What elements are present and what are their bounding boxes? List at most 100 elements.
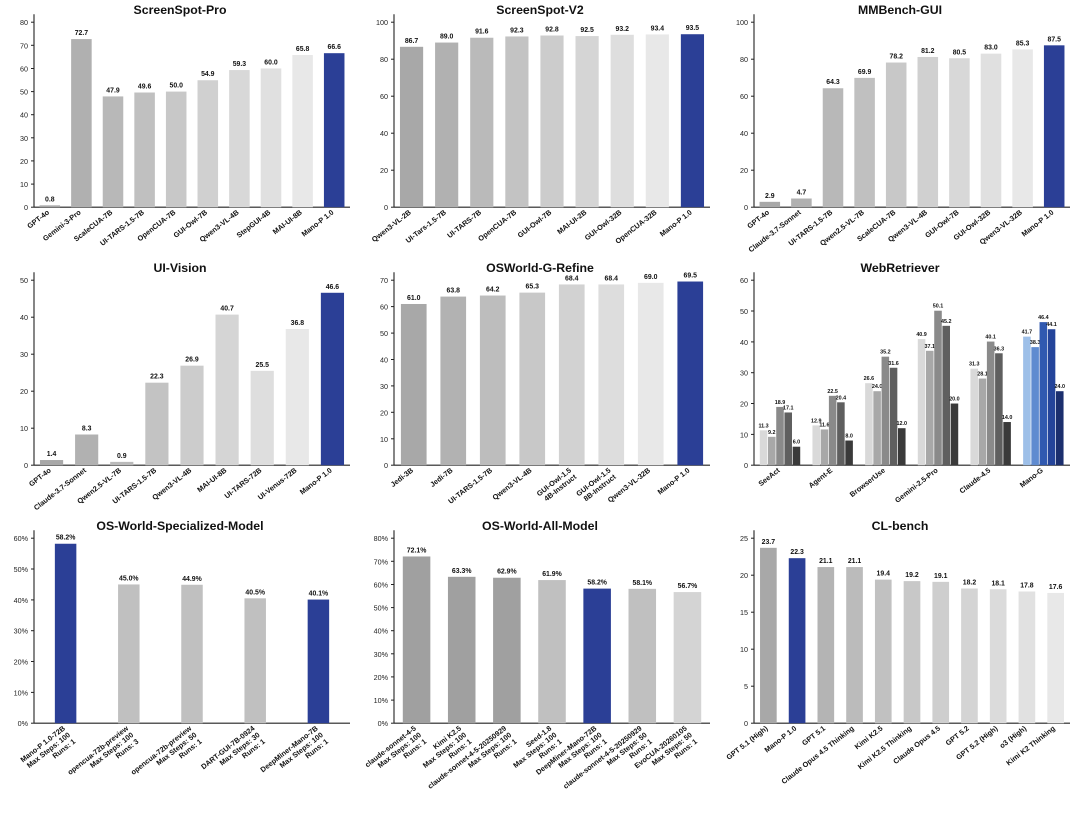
svg-text:40: 40 xyxy=(20,111,28,120)
svg-text:ScreenSpot-V2: ScreenSpot-V2 xyxy=(496,3,584,17)
svg-text:68.4: 68.4 xyxy=(605,275,619,282)
svg-text:17.8: 17.8 xyxy=(1020,583,1034,590)
svg-text:24.0: 24.0 xyxy=(1055,384,1066,390)
svg-text:68.4: 68.4 xyxy=(565,275,579,282)
svg-text:10%: 10% xyxy=(374,696,389,705)
svg-text:100: 100 xyxy=(736,18,748,27)
svg-text:22.3: 22.3 xyxy=(790,549,804,556)
svg-text:40: 40 xyxy=(380,129,388,138)
svg-text:40.1%: 40.1% xyxy=(309,591,329,598)
svg-text:50.1: 50.1 xyxy=(933,304,944,310)
svg-text:11.6: 11.6 xyxy=(819,422,829,428)
svg-text:18.2: 18.2 xyxy=(963,580,977,587)
svg-text:80: 80 xyxy=(20,18,28,27)
svg-text:20: 20 xyxy=(740,571,748,580)
svg-text:30%: 30% xyxy=(14,627,29,636)
svg-text:92.3: 92.3 xyxy=(510,27,524,34)
svg-text:36.8: 36.8 xyxy=(291,320,305,327)
svg-text:8.0: 8.0 xyxy=(845,434,853,440)
svg-text:58.1%: 58.1% xyxy=(633,580,653,587)
svg-text:65.8: 65.8 xyxy=(296,46,310,53)
svg-text:26.9: 26.9 xyxy=(185,357,199,364)
svg-text:62.9%: 62.9% xyxy=(497,569,517,576)
svg-text:9.2: 9.2 xyxy=(768,430,776,436)
svg-text:50: 50 xyxy=(20,88,28,97)
svg-text:72.1%: 72.1% xyxy=(407,548,427,555)
svg-text:80%: 80% xyxy=(374,534,389,543)
svg-text:20: 20 xyxy=(740,166,748,175)
svg-text:11.3: 11.3 xyxy=(758,423,768,429)
svg-text:19.2: 19.2 xyxy=(905,572,919,579)
svg-text:40: 40 xyxy=(380,356,388,365)
svg-text:0: 0 xyxy=(24,461,28,470)
svg-text:70: 70 xyxy=(380,276,388,285)
svg-text:35.2: 35.2 xyxy=(880,350,891,356)
svg-text:66.6: 66.6 xyxy=(327,44,341,51)
svg-text:70: 70 xyxy=(20,41,28,50)
svg-text:45.2: 45.2 xyxy=(941,319,952,325)
svg-text:UI-Vision: UI-Vision xyxy=(153,261,206,275)
svg-text:63.3%: 63.3% xyxy=(452,568,472,575)
svg-text:30: 30 xyxy=(20,134,28,143)
svg-text:93.5: 93.5 xyxy=(686,25,700,32)
svg-text:40.7: 40.7 xyxy=(220,306,234,313)
svg-text:30: 30 xyxy=(740,369,748,378)
svg-text:8.3: 8.3 xyxy=(82,426,92,433)
svg-text:85.3: 85.3 xyxy=(1016,40,1030,47)
svg-text:81.2: 81.2 xyxy=(921,48,935,55)
svg-text:23.7: 23.7 xyxy=(762,539,776,546)
svg-text:19.1: 19.1 xyxy=(934,573,948,580)
svg-text:20%: 20% xyxy=(374,673,389,682)
svg-text:20: 20 xyxy=(740,400,748,409)
svg-text:20: 20 xyxy=(20,387,28,396)
svg-text:93.2: 93.2 xyxy=(616,26,630,33)
svg-text:69.5: 69.5 xyxy=(684,273,698,280)
svg-text:5: 5 xyxy=(744,682,748,691)
svg-text:80.5: 80.5 xyxy=(953,49,967,56)
svg-text:78.2: 78.2 xyxy=(889,54,903,61)
svg-text:72.7: 72.7 xyxy=(75,30,89,37)
svg-text:OS-World-Specialized-Model: OS-World-Specialized-Model xyxy=(96,519,263,533)
svg-text:10: 10 xyxy=(740,430,748,439)
svg-text:40.5%: 40.5% xyxy=(245,589,265,596)
svg-text:60: 60 xyxy=(380,303,388,312)
svg-text:60: 60 xyxy=(20,65,28,74)
svg-text:50: 50 xyxy=(20,276,28,285)
svg-text:56.7%: 56.7% xyxy=(678,583,698,590)
svg-text:65.3: 65.3 xyxy=(526,284,540,291)
svg-text:37.1: 37.1 xyxy=(925,344,936,350)
svg-text:60: 60 xyxy=(740,276,748,285)
svg-text:17.6: 17.6 xyxy=(1049,584,1063,591)
svg-text:2.9: 2.9 xyxy=(765,193,775,200)
svg-text:10: 10 xyxy=(20,180,28,189)
svg-text:1.4: 1.4 xyxy=(47,451,57,458)
svg-text:44.1: 44.1 xyxy=(1046,322,1057,328)
svg-text:19.4: 19.4 xyxy=(877,571,891,578)
svg-text:0.9: 0.9 xyxy=(117,453,127,460)
svg-text:ScreenSpot-Pro: ScreenSpot-Pro xyxy=(134,3,227,17)
svg-text:40%: 40% xyxy=(14,596,29,605)
svg-text:38.3: 38.3 xyxy=(1030,340,1041,346)
svg-text:12.0: 12.0 xyxy=(897,421,908,427)
svg-text:50: 50 xyxy=(740,307,748,316)
svg-text:OS-World-All-Model: OS-World-All-Model xyxy=(482,519,598,533)
svg-text:49.6: 49.6 xyxy=(138,84,152,91)
svg-text:40.1: 40.1 xyxy=(985,335,996,341)
svg-text:0: 0 xyxy=(744,203,748,212)
svg-text:30%: 30% xyxy=(374,650,389,659)
svg-text:58.2%: 58.2% xyxy=(56,535,76,542)
svg-text:50: 50 xyxy=(380,329,388,338)
svg-text:31.6: 31.6 xyxy=(888,361,899,367)
svg-text:22.3: 22.3 xyxy=(150,374,164,381)
svg-text:58.2%: 58.2% xyxy=(587,580,607,587)
svg-text:21.1: 21.1 xyxy=(848,558,862,565)
svg-text:20: 20 xyxy=(380,408,388,417)
svg-text:92.5: 92.5 xyxy=(580,27,594,34)
svg-text:15: 15 xyxy=(740,608,748,617)
svg-text:46.4: 46.4 xyxy=(1038,315,1049,321)
svg-text:6.0: 6.0 xyxy=(793,440,801,446)
svg-text:54.9: 54.9 xyxy=(201,71,215,78)
svg-text:25.5: 25.5 xyxy=(256,362,270,369)
svg-text:28.1: 28.1 xyxy=(977,372,988,378)
svg-text:20: 20 xyxy=(380,166,388,175)
